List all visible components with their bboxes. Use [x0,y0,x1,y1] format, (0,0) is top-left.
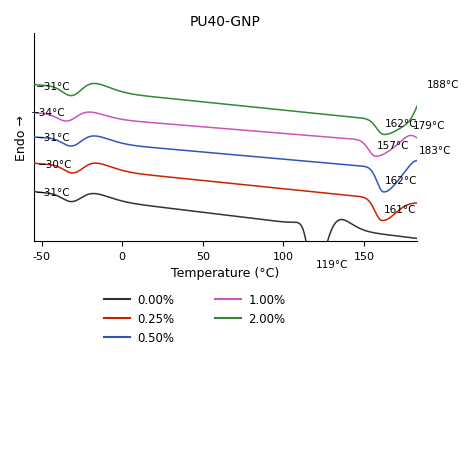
Y-axis label: Endo →: Endo → [15,115,28,161]
Text: 183°C: 183°C [419,146,451,156]
Text: −31°C: −31°C [36,188,71,198]
Text: 188°C: 188°C [427,79,459,89]
Text: −34°C: −34°C [31,107,66,117]
Text: 161°C: 161°C [383,205,416,214]
Text: −31°C: −31°C [36,82,71,92]
Text: 179°C: 179°C [412,121,445,131]
Text: −30°C: −30°C [38,159,72,169]
Text: 162°C: 162°C [385,119,418,129]
Title: PU40-GNP: PU40-GNP [190,15,261,29]
Text: −31°C: −31°C [36,132,71,142]
Text: 157°C: 157°C [377,140,410,150]
Text: 119°C: 119°C [316,260,348,270]
X-axis label: Temperature (°C): Temperature (°C) [171,267,280,280]
Text: 162°C: 162°C [385,176,418,186]
Legend: 0.00%, 0.25%, 0.50%, 1.00%, 2.00%: 0.00%, 0.25%, 0.50%, 1.00%, 2.00% [99,288,290,349]
